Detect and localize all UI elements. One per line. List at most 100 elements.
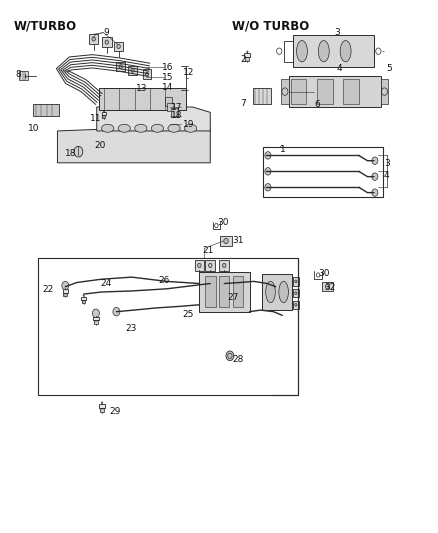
Bar [381,79,389,104]
Bar [263,147,383,197]
Bar [317,79,332,104]
Circle shape [145,72,148,76]
Circle shape [92,37,95,41]
Bar [33,104,59,116]
Text: W/TURBO: W/TURBO [14,19,77,33]
Polygon shape [57,126,210,163]
Bar [114,42,124,51]
Bar [322,282,332,291]
Text: 13: 13 [136,84,148,93]
Text: 18: 18 [65,149,77,158]
Ellipse shape [118,124,131,132]
Text: 27: 27 [228,293,239,302]
Bar [63,289,68,293]
Bar [293,289,299,297]
Circle shape [117,44,120,49]
Bar [205,260,215,271]
Bar [102,37,112,47]
Bar [64,293,67,296]
Text: 26: 26 [158,276,169,285]
Bar [89,34,99,44]
Text: 30: 30 [318,270,330,278]
Text: 16: 16 [162,63,174,71]
Bar [194,260,204,271]
Bar [281,79,289,104]
Circle shape [372,173,378,180]
Text: 9: 9 [103,28,109,37]
Text: 4: 4 [337,64,343,73]
Text: 25: 25 [182,310,193,319]
Text: 28: 28 [232,354,244,364]
Circle shape [295,303,297,306]
Text: 21: 21 [202,246,214,255]
Bar [289,76,381,107]
Text: 8: 8 [15,70,21,78]
Bar [219,260,229,271]
Circle shape [208,263,212,268]
Text: 6: 6 [314,100,320,109]
Circle shape [119,64,122,69]
Bar [102,115,105,118]
Bar [38,258,297,395]
Text: 30: 30 [217,219,228,228]
Bar [253,88,272,104]
Bar [170,108,177,117]
Text: 24: 24 [100,279,112,288]
Ellipse shape [340,41,351,62]
Bar [81,297,86,300]
Circle shape [265,152,271,159]
Circle shape [372,157,378,165]
Ellipse shape [184,124,197,132]
Circle shape [372,189,378,196]
Circle shape [295,292,297,294]
Ellipse shape [266,281,276,303]
Text: 19: 19 [183,119,195,128]
Text: 7: 7 [240,99,246,108]
Circle shape [265,183,271,191]
Circle shape [113,308,120,316]
Bar [167,103,174,111]
Bar [245,57,249,61]
Bar [205,276,215,308]
Bar [219,276,230,308]
Text: 10: 10 [28,124,39,133]
Bar [233,276,244,308]
Text: 15: 15 [162,72,174,82]
Ellipse shape [102,124,114,132]
Bar [290,79,306,104]
Bar [220,236,232,246]
Polygon shape [97,107,210,131]
Ellipse shape [297,41,307,62]
Text: 14: 14 [162,83,173,92]
Bar [128,66,137,75]
Text: 5: 5 [386,64,392,73]
Text: 2: 2 [240,55,246,63]
Text: 20: 20 [95,141,106,150]
Bar [343,79,359,104]
Circle shape [74,147,83,157]
Text: 4: 4 [384,171,390,180]
Bar [99,88,186,110]
Text: 11: 11 [90,114,102,123]
Circle shape [265,167,271,175]
Circle shape [131,68,134,72]
Text: W/O TURBO: W/O TURBO [232,19,309,33]
Text: 22: 22 [42,285,53,294]
Text: 29: 29 [110,407,121,416]
Text: 31: 31 [232,237,244,246]
Bar [293,35,374,67]
Text: 18: 18 [171,111,183,120]
Bar [19,71,28,80]
Ellipse shape [151,124,163,132]
Bar [100,408,104,411]
Circle shape [226,351,234,361]
Bar [143,69,151,79]
Ellipse shape [279,281,288,303]
Circle shape [295,280,297,282]
Text: 23: 23 [125,324,137,333]
Bar [99,405,105,408]
Text: 3: 3 [334,28,339,37]
Bar [293,301,299,309]
Text: 1: 1 [280,145,286,154]
Bar [82,300,85,303]
